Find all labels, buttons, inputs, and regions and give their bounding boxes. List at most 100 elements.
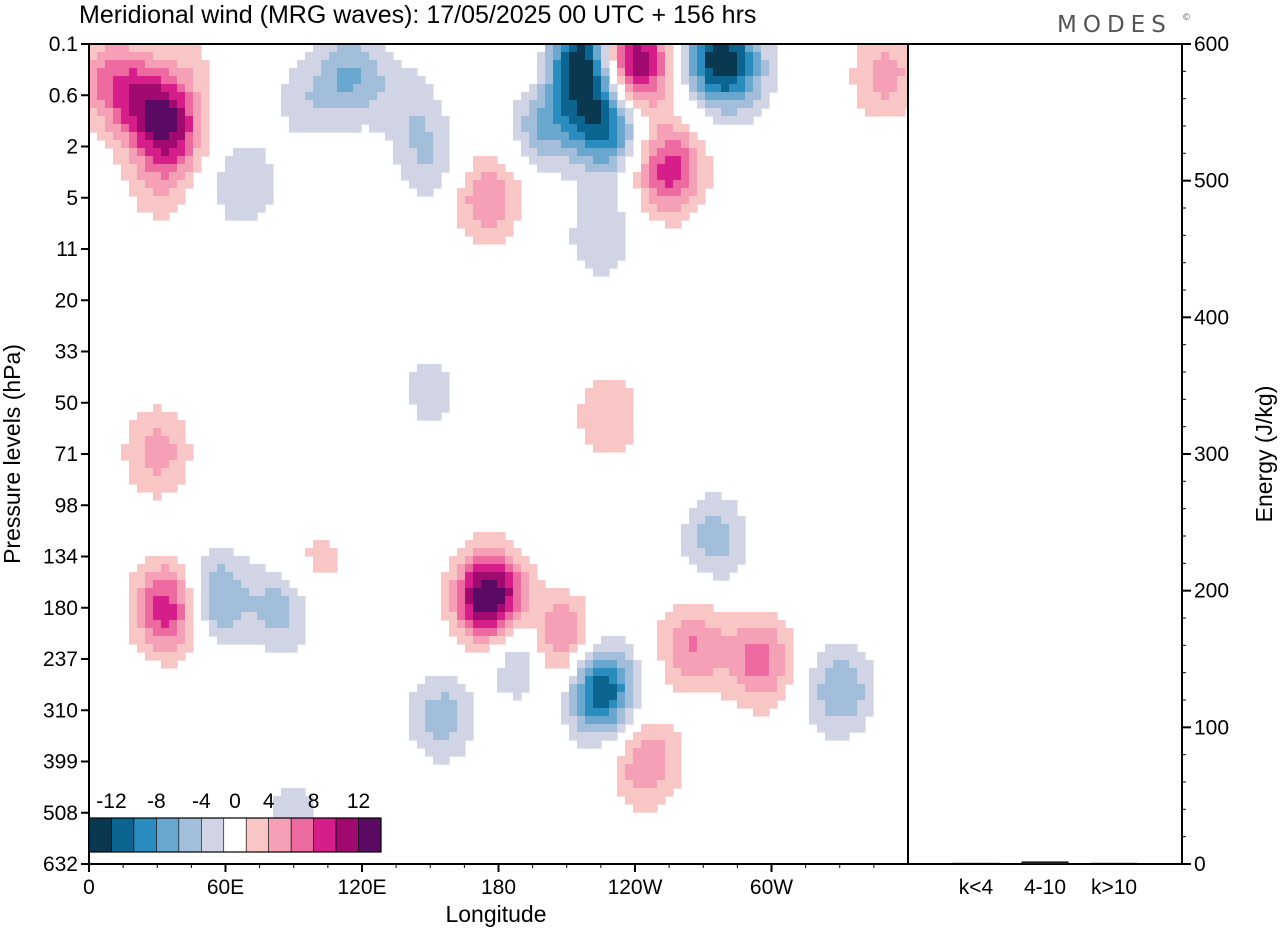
- contour-cell: [113, 140, 122, 149]
- contour-cell: [561, 620, 570, 629]
- contour-cell: [697, 524, 706, 533]
- contour-cell: [217, 580, 226, 589]
- contour-cell: [385, 52, 394, 61]
- contour-cell: [369, 100, 378, 109]
- y-tick-label: 134: [43, 546, 78, 569]
- contour-cell: [657, 116, 666, 125]
- contour-cell: [601, 644, 610, 653]
- contour-cell: [505, 604, 514, 613]
- contour-cell: [625, 700, 634, 709]
- contour-cell: [153, 436, 162, 445]
- contour-cell: [425, 156, 434, 165]
- contour-cell: [185, 116, 194, 125]
- contour-cell: [417, 372, 426, 381]
- contour-cell: [193, 60, 202, 69]
- contour-cell: [129, 116, 138, 125]
- contour-cell: [105, 124, 114, 133]
- contour-cell: [777, 620, 786, 629]
- energy-tick-label: 500: [1194, 170, 1229, 193]
- contour-cell: [609, 196, 618, 205]
- contour-cell: [665, 612, 674, 621]
- contour-cell: [665, 740, 674, 749]
- contour-cell: [601, 92, 610, 101]
- contour-cell: [345, 68, 354, 77]
- contour-cell: [705, 164, 714, 173]
- contour-cell: [489, 612, 498, 621]
- contour-cell: [169, 644, 178, 653]
- contour-cell: [737, 556, 746, 565]
- contour-cell: [697, 188, 706, 197]
- contour-cell: [609, 388, 618, 397]
- contour-cell: [169, 172, 178, 181]
- contour-cell: [689, 148, 698, 157]
- contour-cell: [593, 716, 602, 725]
- contour-cell: [577, 228, 586, 237]
- contour-cell: [601, 396, 610, 405]
- contour-cell: [105, 84, 114, 93]
- contour-cell: [401, 68, 410, 77]
- contour-cell: [625, 756, 634, 765]
- contour-cell: [89, 76, 98, 85]
- contour-cell: [297, 804, 306, 813]
- contour-cell: [457, 612, 466, 621]
- contour-cell: [617, 724, 626, 733]
- contour-cell: [721, 628, 730, 637]
- contour-cell: [385, 68, 394, 77]
- contour-cell: [217, 596, 226, 605]
- contour-cell: [129, 188, 138, 197]
- contour-cell: [841, 732, 850, 741]
- contour-cell: [193, 164, 202, 173]
- contour-cell: [649, 148, 658, 157]
- y-tick-label: 33: [55, 341, 78, 364]
- contour-cell: [657, 124, 666, 133]
- contour-cell: [273, 644, 282, 653]
- contour-cell: [233, 604, 242, 613]
- contour-cell: [417, 100, 426, 109]
- contour-cell: [177, 628, 186, 637]
- contour-cell: [841, 724, 850, 733]
- contour-cell: [745, 68, 754, 77]
- contour-cell: [209, 628, 218, 637]
- contour-cell: [129, 76, 138, 85]
- contour-cell: [137, 148, 146, 157]
- contour-cell: [505, 220, 514, 229]
- contour-cell: [585, 228, 594, 237]
- contour-cell: [657, 212, 666, 221]
- contour-cell: [553, 588, 562, 597]
- contour-cell: [241, 556, 250, 565]
- contour-cell: [305, 92, 314, 101]
- contour-cell: [433, 364, 442, 373]
- contour-cell: [193, 84, 202, 93]
- contour-cell: [633, 772, 642, 781]
- contour-cell: [665, 164, 674, 173]
- contour-cell: [505, 196, 514, 205]
- contour-cell: [329, 564, 338, 573]
- contour-cell: [721, 116, 730, 125]
- contour-cell: [257, 596, 266, 605]
- contour-cell: [473, 532, 482, 541]
- contour-cell: [473, 644, 482, 653]
- contour-cell: [137, 476, 146, 485]
- contour-cell: [585, 436, 594, 445]
- contour-cell: [537, 68, 546, 77]
- contour-cell: [865, 68, 874, 77]
- contour-cell: [673, 140, 682, 149]
- contour-cell: [489, 596, 498, 605]
- contour-cell: [129, 60, 138, 69]
- contour-cell: [529, 100, 538, 109]
- contour-cell: [225, 556, 234, 565]
- contour-cell: [609, 204, 618, 213]
- contour-cell: [633, 44, 642, 53]
- contour-cell: [553, 76, 562, 85]
- contour-cell: [329, 60, 338, 69]
- contour-cell: [433, 676, 442, 685]
- contour-cell: [185, 132, 194, 141]
- contour-cell: [113, 124, 122, 133]
- contour-cell: [889, 92, 898, 101]
- contour-cell: [601, 60, 610, 69]
- contour-cell: [569, 124, 578, 133]
- contour-cell: [641, 772, 650, 781]
- contour-cell: [601, 660, 610, 669]
- contour-cell: [241, 180, 250, 189]
- contour-cell: [417, 188, 426, 197]
